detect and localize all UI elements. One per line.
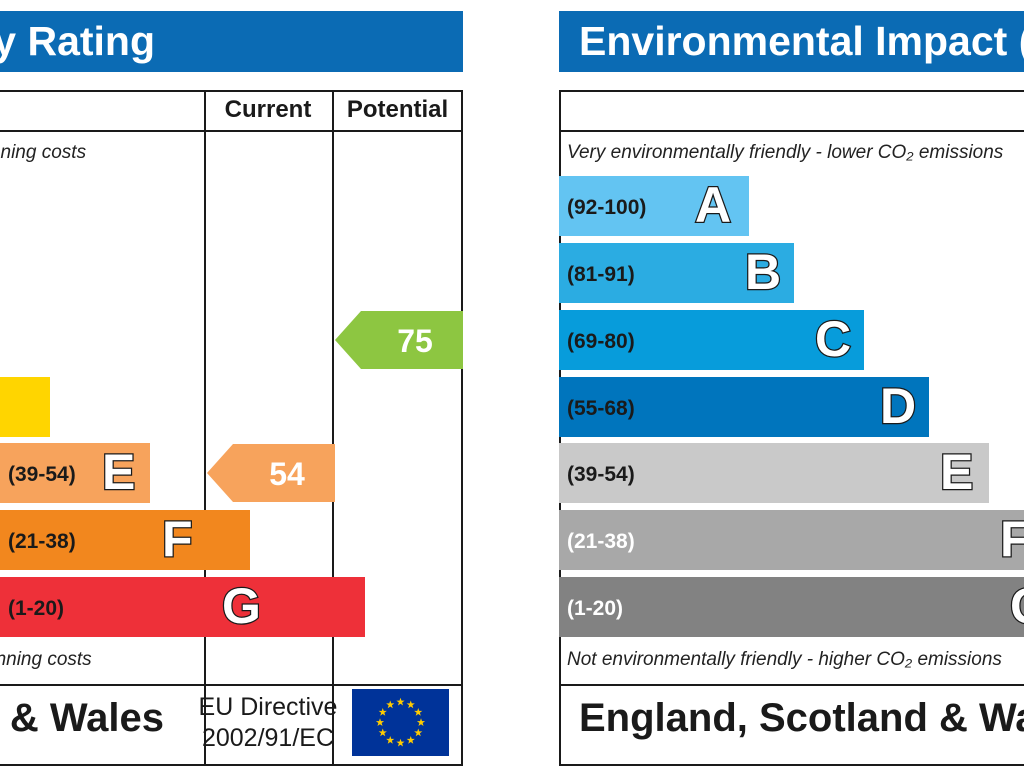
svg-text:75: 75 <box>397 323 433 359</box>
svg-text:54: 54 <box>269 456 305 492</box>
